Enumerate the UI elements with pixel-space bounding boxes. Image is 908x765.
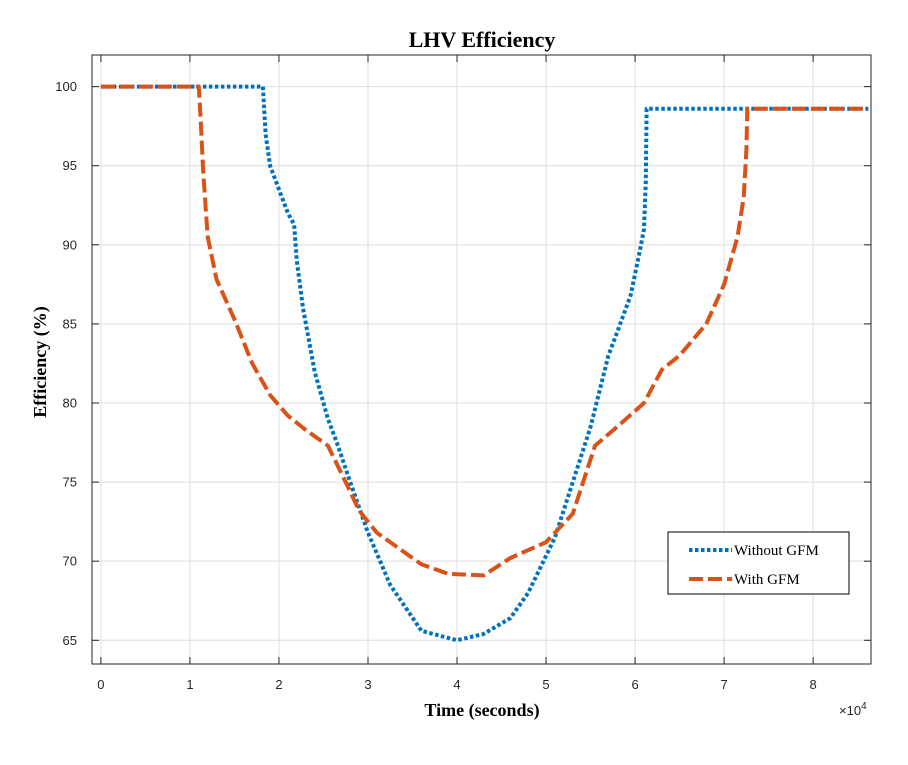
x-axis-ticks: 0 1 2 3 4 5 6 7 8 xyxy=(97,55,817,692)
y-tick-label: 70 xyxy=(63,554,77,569)
y-tick-label: 65 xyxy=(63,633,77,648)
legend-label: Without GFM xyxy=(734,543,819,559)
chart-title: LHV Efficiency xyxy=(409,27,556,52)
x-axis-label: Time (seconds) xyxy=(424,700,539,721)
y-tick-label: 85 xyxy=(63,316,77,331)
legend: Without GFM With GFM xyxy=(667,531,850,595)
x-tick-label: 8 xyxy=(810,677,817,692)
x-tick-label: 7 xyxy=(720,677,727,692)
series-line-without-gfm xyxy=(100,84,869,643)
axes-box xyxy=(91,54,872,665)
y-tick-label: 90 xyxy=(63,237,77,252)
y-tick-label: 95 xyxy=(63,158,77,173)
x-tick-label: 2 xyxy=(275,677,282,692)
y-tick-label: 100 xyxy=(55,79,77,94)
x-tick-label: 1 xyxy=(186,677,193,692)
y-axis-label: Efficiency (%) xyxy=(30,306,51,417)
legend-label: With GFM xyxy=(734,572,800,588)
series-line-with-gfm xyxy=(100,84,869,578)
y-axis-ticks: 65 70 75 80 85 90 95 100 xyxy=(55,79,871,648)
series-lines xyxy=(100,84,869,643)
legend-box xyxy=(667,531,850,595)
plot-frame xyxy=(91,54,872,665)
x-tick-label: 5 xyxy=(542,677,549,692)
x-tick-label: 0 xyxy=(97,677,104,692)
x-exponent-power: 4 xyxy=(861,701,867,712)
x-tick-label: 4 xyxy=(453,677,460,692)
x-tick-label: 3 xyxy=(364,677,371,692)
y-tick-label: 80 xyxy=(63,396,77,411)
x-tick-label: 6 xyxy=(631,677,638,692)
x-exponent-base: ×10 xyxy=(839,703,861,718)
x-axis-exponent: ×104 xyxy=(839,701,867,718)
grid-lines xyxy=(92,55,871,664)
y-tick-label: 75 xyxy=(63,475,77,490)
